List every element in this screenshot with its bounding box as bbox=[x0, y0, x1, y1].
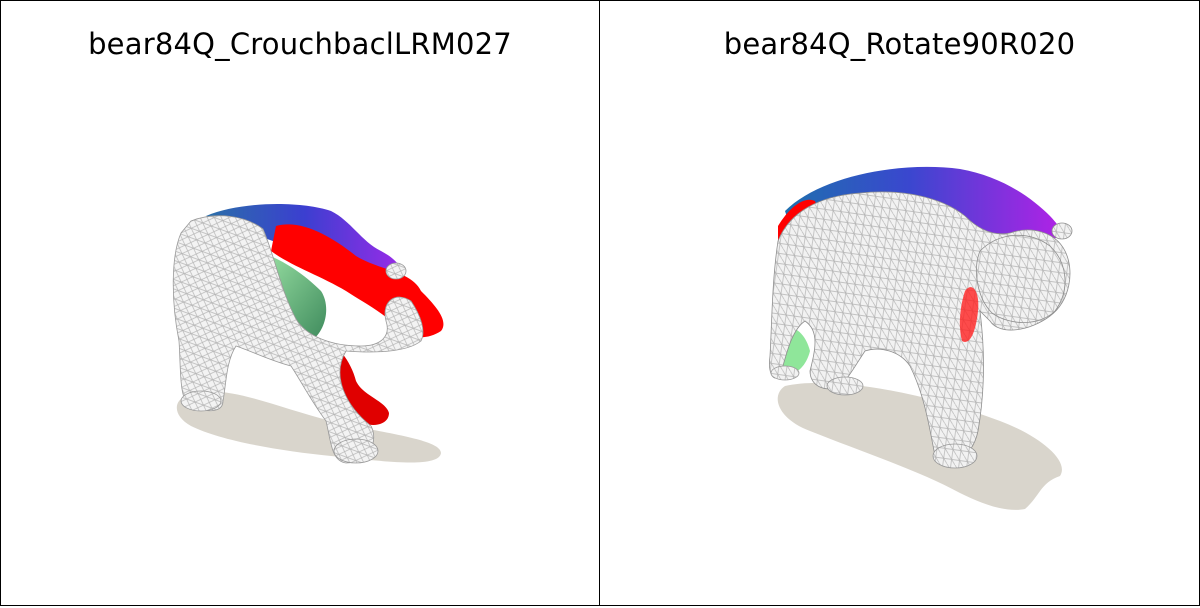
bear-red-accent bbox=[959, 287, 979, 342]
bear-front-paw bbox=[932, 443, 978, 469]
bear-front-paw bbox=[333, 438, 379, 464]
bear-head bbox=[976, 234, 1066, 323]
ground-shadow bbox=[777, 382, 1062, 510]
right-panel-title: bear84Q_Rotate90R020 bbox=[723, 27, 1076, 61]
bear-ear bbox=[1051, 222, 1073, 240]
right-render-panel: bear84Q_Rotate90R020 bbox=[599, 0, 1200, 606]
bear-crouch-render bbox=[172, 204, 444, 464]
bear-hind-paw bbox=[180, 390, 222, 412]
left-render-panel: bear84Q_CrouchbaclLRM027 bbox=[0, 0, 600, 606]
bear-hind-paw bbox=[770, 365, 800, 381]
bear-ear bbox=[385, 262, 407, 280]
left-panel-title: bear84Q_CrouchbaclLRM027 bbox=[88, 27, 512, 61]
bear-rotate-render bbox=[769, 166, 1073, 510]
bear-middle-paw bbox=[826, 376, 864, 396]
